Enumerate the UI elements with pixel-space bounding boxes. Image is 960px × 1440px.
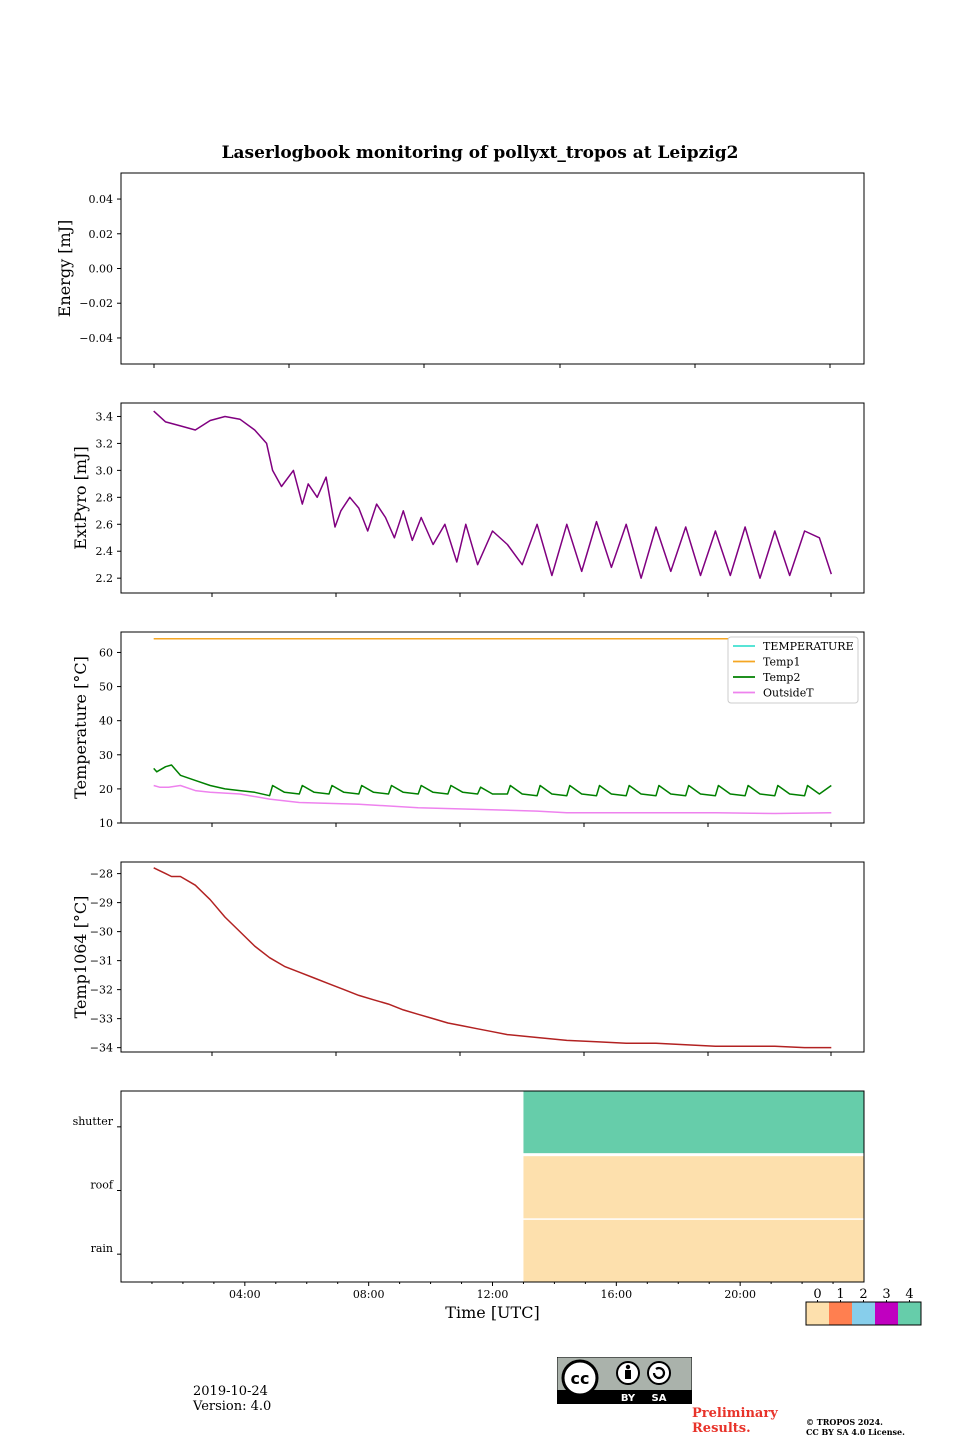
panel-2: 3.4 3.2 3.0 2.8 2.6 2.4 2.2 ExtPyro [mJ] xyxy=(71,402,865,597)
preliminary-results-note: Preliminary Results. xyxy=(692,1406,778,1436)
y-axis-label: ExtPyro [mJ] xyxy=(71,446,90,549)
y-tick-label: 3.4 xyxy=(96,410,114,423)
y-tick-label: 0.00 xyxy=(89,263,114,276)
y-tick-label: 2.4 xyxy=(96,545,114,558)
colorbar-cell-4 xyxy=(898,1302,921,1325)
status-block-roof xyxy=(523,1156,864,1219)
y-tick-label: 2.6 xyxy=(96,518,114,531)
y-tick-label: 40 xyxy=(99,715,113,728)
y-tick-label: −31 xyxy=(90,955,113,968)
y-axis-label: Temp1064 [°C] xyxy=(71,896,90,1019)
panel-1: 0.04 0.02 0.00 −0.02 −0.04 Energy [mJ] xyxy=(55,172,865,368)
panel-status: shutter roof rain 04:00 08:00 12:00 16:00 20:00… xyxy=(73,1090,865,1322)
y-axis-label: Energy [mJ] xyxy=(55,220,74,318)
y-tick-label: 60 xyxy=(99,646,113,659)
colorbar-cell-3 xyxy=(875,1302,898,1325)
copyright-note: © TROPOS 2024. CC BY SA 4.0 License. xyxy=(806,1417,905,1437)
panel-4: −28 −29 −30 −31 −32 −33 −34 Temp1064 [°C] xyxy=(71,861,865,1056)
legend-box xyxy=(727,636,859,704)
legend-label-temperature: TEMPERATURE xyxy=(763,640,854,653)
svg-text:cc: cc xyxy=(571,1369,590,1388)
y-tick-label: 50 xyxy=(99,681,113,694)
copyright-line-2: CC BY SA 4.0 License. xyxy=(806,1427,905,1437)
colorbar-label-4: 4 xyxy=(905,1287,913,1302)
y-tick-label: 20 xyxy=(99,783,113,796)
legend-label-temp2: Temp2 xyxy=(763,671,800,684)
status-block-shutter xyxy=(523,1091,864,1154)
cc-by-label: BY xyxy=(621,1393,636,1404)
y-tick-label: −29 xyxy=(90,897,113,910)
colorbar-label-0: 0 xyxy=(813,1287,821,1302)
y-tick-label: 2.2 xyxy=(96,572,114,585)
y-tick-label: −30 xyxy=(90,926,113,939)
axes-frame xyxy=(120,861,865,1053)
row-label-roof: roof xyxy=(90,1179,114,1192)
x-axis-label: Time [UTC] xyxy=(445,1303,539,1322)
colorbar-frame xyxy=(805,1301,922,1326)
legend-label-outsidet: OutsideT xyxy=(763,687,814,700)
axes-frame xyxy=(120,172,865,365)
colorbar-cell-2 xyxy=(852,1302,875,1325)
colorbar-label-2: 2 xyxy=(859,1287,867,1302)
panel-3: 60 50 40 30 20 10 Temperature [°C] TEMPERATURE T… xyxy=(71,631,865,830)
cc-icon xyxy=(561,1359,599,1397)
y-tick-label: 0.02 xyxy=(89,228,114,241)
x-tick-label: 04:00 xyxy=(229,1288,261,1301)
series-line-temp2 xyxy=(153,764,832,797)
x-tick-label: 12:00 xyxy=(477,1288,509,1301)
colorbar-cell-1 xyxy=(829,1302,852,1325)
series-line-temp1064 xyxy=(153,867,832,1049)
y-tick-label: 30 xyxy=(99,749,113,762)
copyright-line-1: © TROPOS 2024. xyxy=(806,1417,883,1427)
figure-title: Laserlogbook monitoring of pollyxt_tropo… xyxy=(222,143,739,163)
y-tick-label: −0.04 xyxy=(79,332,113,345)
series-line-outsidet xyxy=(153,784,832,815)
x-tick-label: 08:00 xyxy=(353,1288,385,1301)
y-tick-label: 0.04 xyxy=(89,193,114,206)
colorbar-label-1: 1 xyxy=(836,1287,844,1302)
series-line-extpyro xyxy=(153,410,833,579)
y-tick-label: −32 xyxy=(90,984,113,997)
colorbar-label-3: 3 xyxy=(882,1287,890,1302)
x-tick-label: 20:00 xyxy=(724,1288,756,1301)
cc-license-badge: cc BY SA xyxy=(557,1357,692,1404)
row-label-rain: rain xyxy=(91,1242,113,1255)
y-tick-label: −34 xyxy=(90,1042,113,1055)
footer-date: 2019-10-24 xyxy=(193,1384,268,1399)
y-tick-label: 3.2 xyxy=(96,437,114,450)
y-axis-label: Temperature [°C] xyxy=(71,656,90,799)
sa-share-icon xyxy=(647,1361,671,1385)
row-label-shutter: shutter xyxy=(73,1115,114,1128)
y-tick-label: −33 xyxy=(90,1013,113,1026)
colorbar-cell-0 xyxy=(806,1302,829,1325)
axes-frame xyxy=(120,402,865,594)
y-tick-label: 2.8 xyxy=(96,491,114,504)
footer-version: Version: 4.0 xyxy=(193,1399,272,1414)
x-tick-label: 16:00 xyxy=(600,1288,632,1301)
status-block-rain xyxy=(523,1219,864,1282)
cc-sa-label: SA xyxy=(652,1393,667,1404)
footer-date-version: 2019-10-24 Version: 4.0 xyxy=(193,1384,271,1414)
legend-label-temp1: Temp1 xyxy=(763,656,800,669)
axes-frame xyxy=(120,631,865,824)
y-tick-label: 10 xyxy=(99,817,113,830)
y-tick-label: −0.02 xyxy=(79,297,113,310)
y-tick-label: 3.0 xyxy=(96,464,114,477)
y-tick-label: −28 xyxy=(90,868,113,881)
